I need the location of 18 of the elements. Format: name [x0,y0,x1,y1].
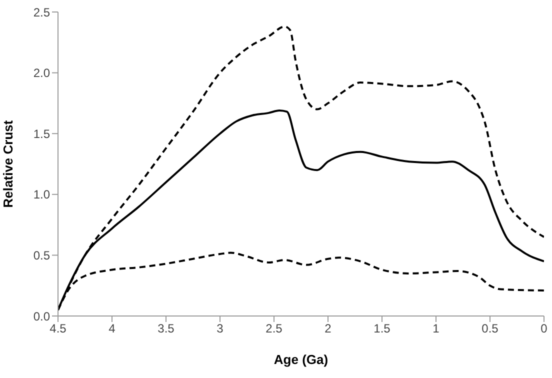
x-tick-label: 4.5 [50,322,67,336]
y-tick-label: 0.0 [33,309,50,324]
x-tick-label: 2.5 [266,322,283,336]
x-axis-title: Age (Ga) [274,352,328,367]
x-tick-label: 3 [216,322,224,336]
x-tick-label: 2 [324,322,332,336]
y-tick-label: 1.0 [33,188,50,202]
y-tick-label: 2.0 [33,66,50,80]
y-tick-label: 1.5 [33,126,50,141]
y-tick-label: 2.5 [33,5,50,20]
x-tick-label: 1.5 [374,322,391,336]
x-tick-label: 0.5 [482,322,499,336]
x-tick-label: 4 [108,322,116,336]
x-tick-label: 3.5 [158,322,175,336]
y-tick-label: 0.5 [33,248,50,262]
y-axis-title: Relative Crust [0,120,16,208]
x-tick-label: 0 [540,322,548,336]
x-tick-label: 1 [432,322,440,336]
